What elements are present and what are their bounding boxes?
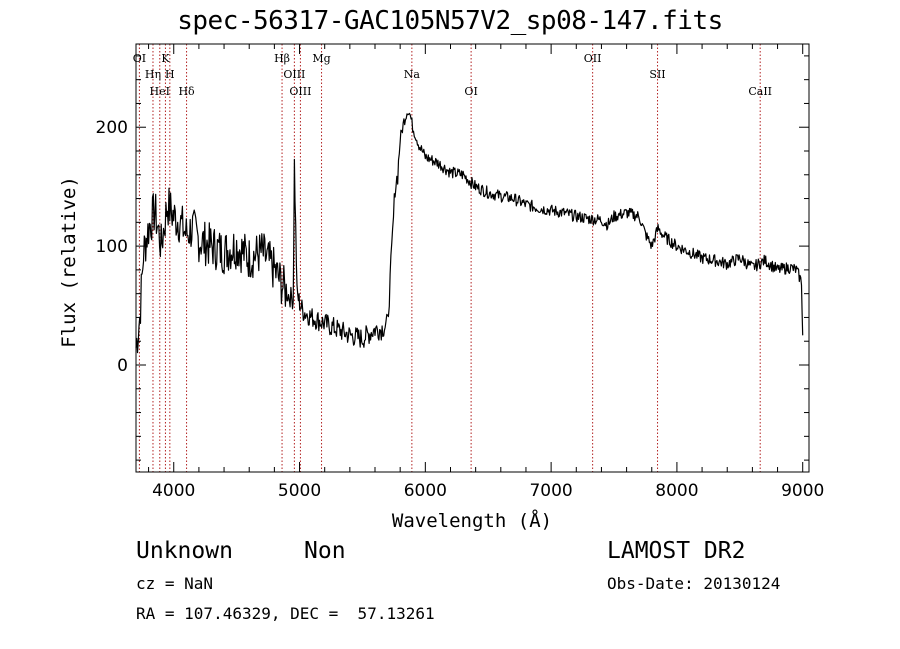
line-label-4: H [165,68,175,81]
line-label-6: Hβ [274,52,290,65]
spectrum-series-line [135,112,804,354]
obs-date-text: Obs-Date: 20130124 [607,574,781,593]
survey-name: LAMOST DR2 [607,538,746,564]
line-label-10: Na [404,68,421,81]
y-axis-label: Flux (relative) [58,176,80,348]
coordinates-text: RA = 107.46329, DEC = 57.13261 [136,604,435,623]
x-tick-label: 8000 [655,481,698,501]
y-tick-label: 100 [96,237,128,257]
axis-ticks [136,44,809,472]
chart-title: spec-56317-GAC105N57V2_sp08-147.fits [177,6,723,36]
plot-frame [135,43,810,473]
x-tick-label: 7000 [529,481,572,501]
x-tick-label: 6000 [404,481,447,501]
x-axis-label: Wavelength (Å) [391,510,553,532]
line-label-13: SII [649,68,665,81]
x-tick-label: 9000 [781,481,824,501]
line-label-14: CaII [748,85,772,98]
line-label-0: OI [133,52,146,65]
line-label-9: Mg [312,52,330,65]
y-tick-label: 200 [96,118,128,138]
x-tick-label: 5000 [278,481,321,501]
line-label-5: Hδ [178,85,195,98]
object-subclass: Non [304,538,346,564]
line-label-11: OI [464,85,477,98]
spectral-line-markers [138,44,761,472]
line-label-1: Hη [145,68,161,81]
line-label-2: HeI [150,85,170,98]
line-label-3: K [161,52,170,65]
line-label-7: OIII [283,68,305,81]
line-label-8: OIII [289,85,311,98]
x-tick-label: 4000 [152,481,195,501]
object-class: Unknown [136,538,233,564]
axis-tick-labels: 4000 5000 6000 7000 8000 9000 0 100 200 [96,118,825,501]
y-tick-label: 0 [117,356,128,376]
line-label-12: OII [584,52,602,65]
redshift-text: cz = NaN [136,574,214,593]
